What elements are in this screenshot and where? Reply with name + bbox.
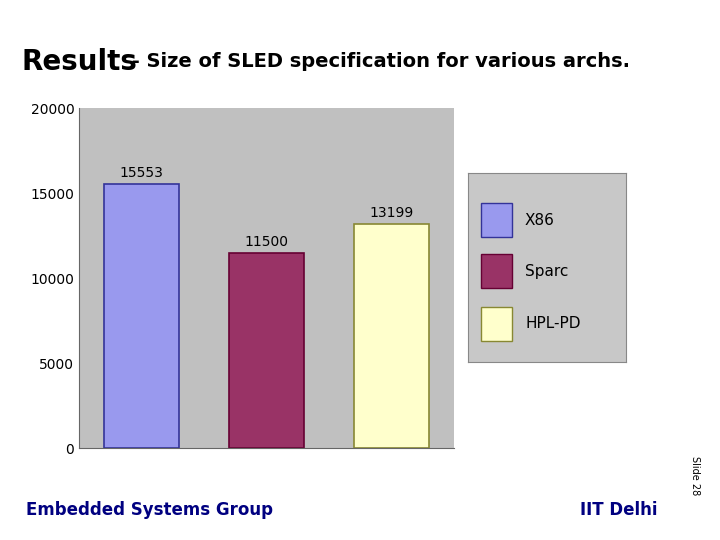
Bar (481, 254, 513, 288)
Text: - Size of SLED specification for various archs.: - Size of SLED specification for various… (125, 52, 630, 71)
Text: Sparc: Sparc (525, 264, 568, 279)
Text: Embedded Systems Group: Embedded Systems Group (27, 501, 274, 519)
Bar (104, 184, 179, 448)
Text: 11500: 11500 (244, 235, 289, 249)
Bar (354, 224, 428, 448)
Text: 15553: 15553 (120, 166, 163, 180)
Text: HPL-PD: HPL-PD (525, 316, 580, 332)
Bar (229, 253, 304, 448)
Text: IIT Delhi: IIT Delhi (580, 501, 657, 519)
Text: Results: Results (22, 48, 138, 76)
Text: Slide 28: Slide 28 (690, 456, 700, 495)
Text: X86: X86 (525, 213, 555, 227)
Bar (481, 203, 513, 237)
Bar (481, 307, 513, 341)
Text: 13199: 13199 (369, 206, 413, 220)
